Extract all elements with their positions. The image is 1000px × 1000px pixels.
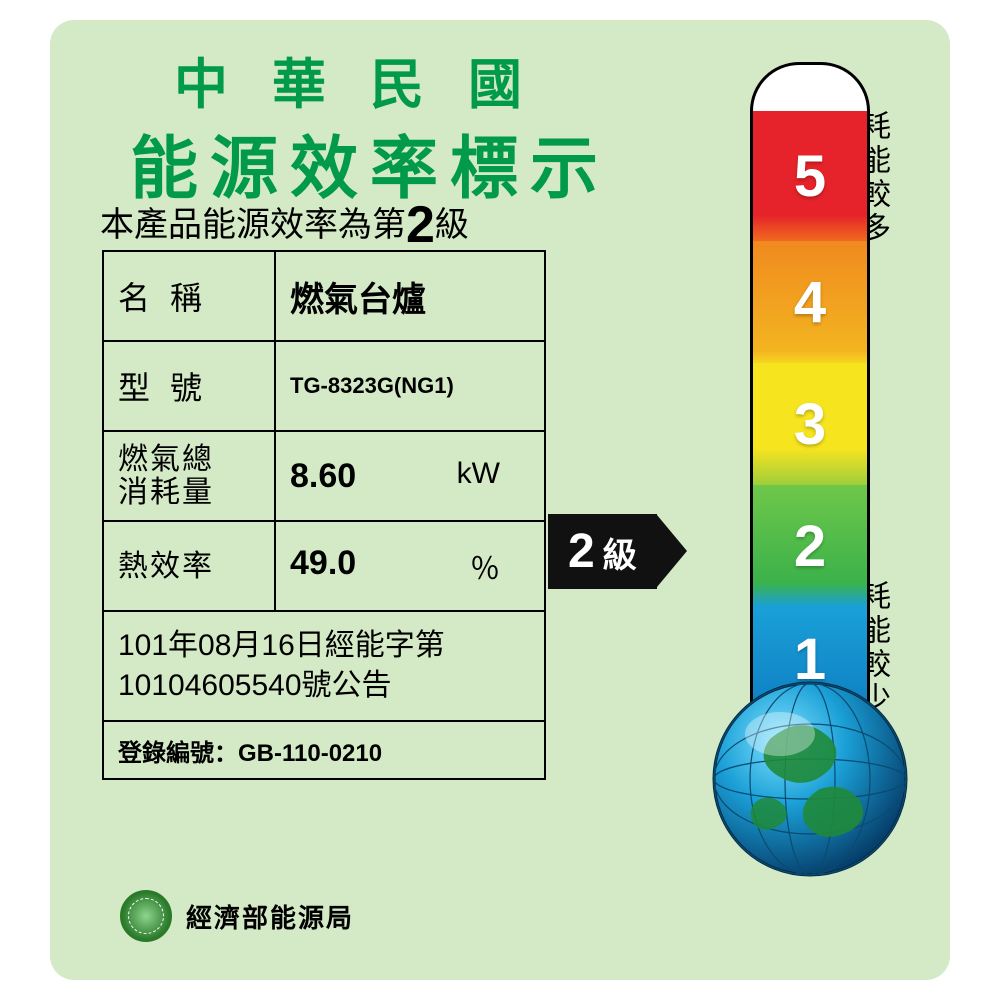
spec-value: TG-8323G(NG1) [275,341,545,431]
table-row: 名稱燃氣台爐 [103,251,545,341]
spec-value: 8.60kW [275,431,545,521]
agency-name: 經濟部能源局 [186,898,354,935]
grade-suffix: 級 [435,206,469,244]
spec-unit: ％ [470,544,500,588]
table-row: 燃氣總消耗量8.60kW [103,431,545,521]
energy-label-card: 中華民國 能源效率標示 本產品能源效率為第2級 名稱燃氣台爐型號TG-8323G… [50,20,950,980]
spec-label: 型號 [103,341,275,431]
thermometer-segment-3: 3 [753,363,867,485]
spec-label: 名稱 [103,251,275,341]
table-row: 熱效率49.0％ [103,521,545,611]
thermometer-segment-5: 5 [753,111,867,241]
thermometer-segment-number: 3 [794,391,826,458]
spec-value: 燃氣台爐 [275,251,545,341]
globe-icon [710,679,910,879]
table-row: 型號TG-8323G(NG1) [103,341,545,431]
regnum-label: 登錄編號： [118,740,238,767]
spec-label: 熱效率 [103,521,275,611]
thermometer-segment-number: 2 [794,513,826,580]
grade-pointer-arrow-icon [657,515,687,587]
announcement-cell: 101年08月16日經能字第10104605540號公告 [103,611,545,721]
header: 中華民國 能源效率標示 [90,40,650,212]
grade-pointer-body: 2 級 [548,514,657,589]
thermometer-segment-number: 4 [794,269,826,336]
spec-label: 燃氣總消耗量 [103,431,275,521]
grade-pointer: 2 級 [548,515,687,587]
header-line1: 中華民國 [90,40,650,119]
grade-number: 2 [406,196,435,254]
agency-footer: 經濟部能源局 [120,890,354,942]
registration-cell: 登錄編號：GB-110-0210 [103,721,545,779]
agency-logo-icon [120,890,172,942]
spec-table: 名稱燃氣台爐型號TG-8323G(NG1)燃氣總消耗量8.60kW熱效率49.0… [102,250,546,780]
thermometer-tube: 54321 [750,111,870,711]
grade-pointer-suffix: 級 [603,528,639,577]
thermometer-segment-2: 2 [753,485,867,607]
thermometer-segment-4: 4 [753,241,867,363]
thermometer: 54321 [710,62,910,879]
product-grade-line: 本產品能源效率為第2級 [100,195,469,255]
regnum-value: GB-110-0210 [238,740,382,767]
grade-pointer-number: 2 [568,524,597,579]
spec-unit: kW [457,457,500,491]
thermometer-cap [750,62,870,111]
thermometer-segment-number: 5 [794,143,826,210]
grade-prefix: 本產品能源效率為第 [100,206,406,244]
spec-value: 49.0％ [275,521,545,611]
